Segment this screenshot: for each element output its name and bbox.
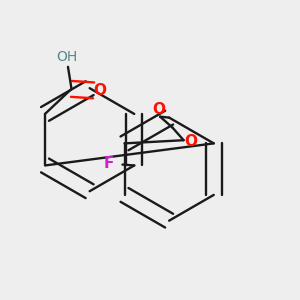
Text: O: O bbox=[94, 83, 106, 98]
Text: O: O bbox=[152, 102, 165, 117]
Text: OH: OH bbox=[56, 50, 77, 64]
Text: O: O bbox=[184, 134, 197, 149]
Text: F: F bbox=[104, 157, 114, 172]
